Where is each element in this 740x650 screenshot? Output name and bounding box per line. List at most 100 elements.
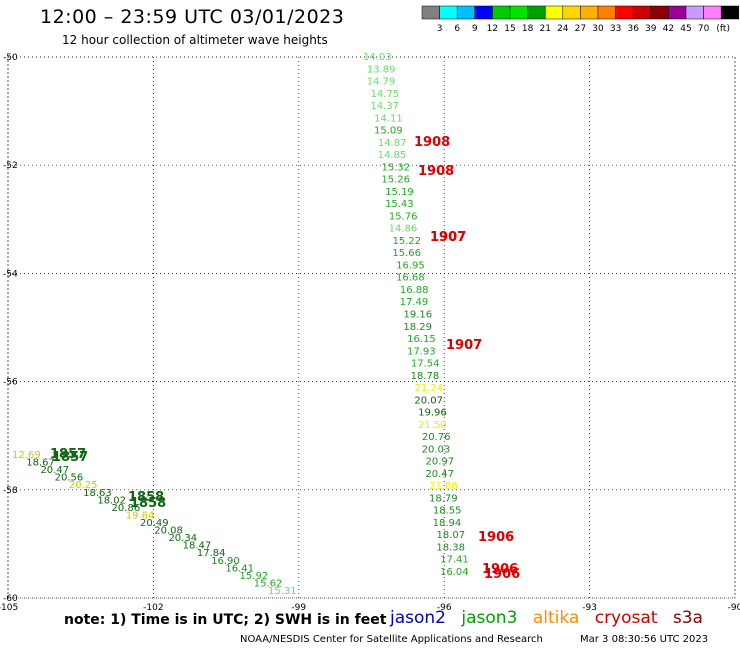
legend-swatch [509, 5, 528, 20]
swh-value-label: 20.03 [422, 444, 451, 455]
swh-value-label: 20.47 [425, 469, 454, 480]
legend-swatch [685, 5, 704, 20]
pass-time-label: 1907 [446, 338, 482, 353]
legend-swatch [492, 5, 511, 20]
swh-value-label: 17.93 [407, 346, 436, 357]
swh-value-label: 14.37 [370, 101, 399, 112]
color-scale-legend: 3 6 9 12 15 18 21 24 27 30 33 36 39 42 45 70 (ft) [421, 5, 740, 34]
swh-value-label: 18.07 [437, 530, 466, 541]
swh-value-label: 18.78 [411, 371, 440, 382]
satellite-legend: jason2 jason3 altika cryosat s3a [390, 608, 713, 628]
satellite-label-s3a: s3a [672, 608, 703, 628]
legend-swatch [562, 5, 581, 20]
legend-label: 30 [592, 24, 604, 34]
swh-value-label: 18.94 [433, 518, 462, 529]
pass-time-label: 1858 [130, 496, 166, 511]
swh-value-label: 16.95 [396, 260, 425, 271]
swh-value-label: 19.64 [126, 510, 155, 521]
legend-swatch [580, 5, 599, 20]
axis-tick-labels: -105 -102 -99 -96 -93 -90 -50 -52 -54 -56 -58 -60 [0, 53, 740, 613]
page-title: 12:00 – 23:59 UTC 03/01/2023 [40, 6, 345, 28]
longitude-tick-label: -90 [728, 603, 740, 613]
legend-swatch [720, 5, 740, 20]
swh-value-label: 18.38 [436, 542, 465, 553]
pass-time-label: 1906 [484, 567, 520, 582]
legend-label: 18 [522, 24, 534, 34]
swh-value-label: 17.49 [400, 297, 429, 308]
legend-label: 70 [698, 24, 710, 34]
legend-swatch [703, 5, 722, 20]
swh-value-label: 20.25 [69, 480, 98, 491]
swh-value-label: 20.07 [414, 395, 443, 406]
swh-value-label: 15.76 [389, 211, 418, 222]
swh-value-label: 14.87 [378, 138, 407, 149]
longitude-tick-label: -105 [0, 603, 18, 613]
swh-value-label: 15.09 [374, 126, 403, 137]
swh-value-label: 14.03 [363, 52, 392, 63]
swh-value-label: 17.41 [440, 555, 469, 566]
swh-value-label: 16.90 [211, 556, 240, 567]
footer-note: note: 1) Time is in UTC; 2) SWH is in fe… [64, 612, 387, 628]
legend-swatch [474, 5, 493, 20]
legend-swatch [421, 5, 440, 20]
legend-label: 12 [487, 24, 498, 34]
pass-time-label: 1908 [418, 164, 454, 179]
swh-value-label: 15.26 [381, 175, 410, 186]
legend-label: 6 [454, 24, 460, 34]
legend-swatch [668, 5, 687, 20]
swh-value-label: 14.11 [374, 113, 403, 124]
map-frame [7, 56, 736, 599]
latitude-tick-label: -56 [3, 378, 18, 388]
swh-value-label: 18.79 [429, 493, 458, 504]
latitude-tick-label: -58 [3, 486, 18, 496]
pass-time-label: 1857 [52, 450, 88, 465]
longitude-tick-label: -99 [291, 603, 306, 613]
swh-value-label: 14.85 [378, 150, 407, 161]
swh-value-label: 18.29 [403, 322, 432, 333]
legend-label: 27 [575, 24, 586, 34]
altimeter-track-west: 12.6918.6720.4720.5620.2518.6318.0220.86… [12, 447, 297, 597]
swh-value-label: 19.96 [418, 408, 447, 419]
latitude-tick-label: -60 [3, 594, 18, 604]
legend-label: 33 [610, 24, 621, 34]
satellite-label-jason2: jason2 [390, 608, 446, 628]
pass-time-label: 1907 [430, 230, 466, 245]
longitude-tick-label: -102 [143, 603, 163, 613]
swh-value-label: 16.04 [440, 567, 469, 578]
legend-label: 36 [627, 24, 639, 34]
satellite-label-jason3: jason3 [461, 608, 518, 628]
swh-value-label: 16.88 [400, 285, 429, 296]
legend-label: 9 [472, 24, 478, 34]
swh-value-label: 20.49 [140, 518, 169, 529]
pass-time-label: 1857 [50, 447, 86, 462]
pass-time-label: 1906 [478, 530, 514, 545]
longitude-tick-label: -96 [437, 603, 452, 613]
swh-value-label: 20.76 [422, 432, 451, 443]
swh-value-label: 18.02 [97, 495, 126, 506]
latitude-tick-label: -52 [3, 161, 18, 171]
swh-value-label: 17.54 [411, 359, 440, 370]
swh-value-label: 17.84 [197, 548, 226, 559]
swh-value-label: 20.56 [55, 473, 84, 484]
map-grid [7, 56, 736, 599]
swh-value-label: 15.66 [392, 248, 421, 259]
legend-label: 39 [645, 24, 657, 34]
legend-swatch [632, 5, 652, 20]
swh-value-label: 20.47 [40, 465, 69, 476]
swh-value-label: 16.41 [225, 563, 254, 574]
legend-swatch [456, 5, 476, 20]
swh-value-label: 18.55 [433, 506, 462, 517]
swh-value-label: 20.08 [154, 526, 183, 537]
swh-value-label: 13.89 [367, 64, 396, 75]
longitude-tick-label: -93 [582, 603, 597, 613]
swh-value-label: 18.67 [26, 458, 55, 469]
legend-label: 45 [680, 24, 691, 34]
page-subtitle: 12 hour collection of altimeter wave hei… [62, 33, 328, 47]
legend-swatch [597, 5, 616, 20]
swh-value-label: 14.75 [371, 89, 400, 100]
latitude-tick-label: -54 [3, 269, 18, 279]
swh-value-label: 15.32 [382, 162, 411, 173]
swh-value-label: 18.63 [83, 488, 112, 499]
swh-value-label: 15.22 [393, 236, 422, 247]
